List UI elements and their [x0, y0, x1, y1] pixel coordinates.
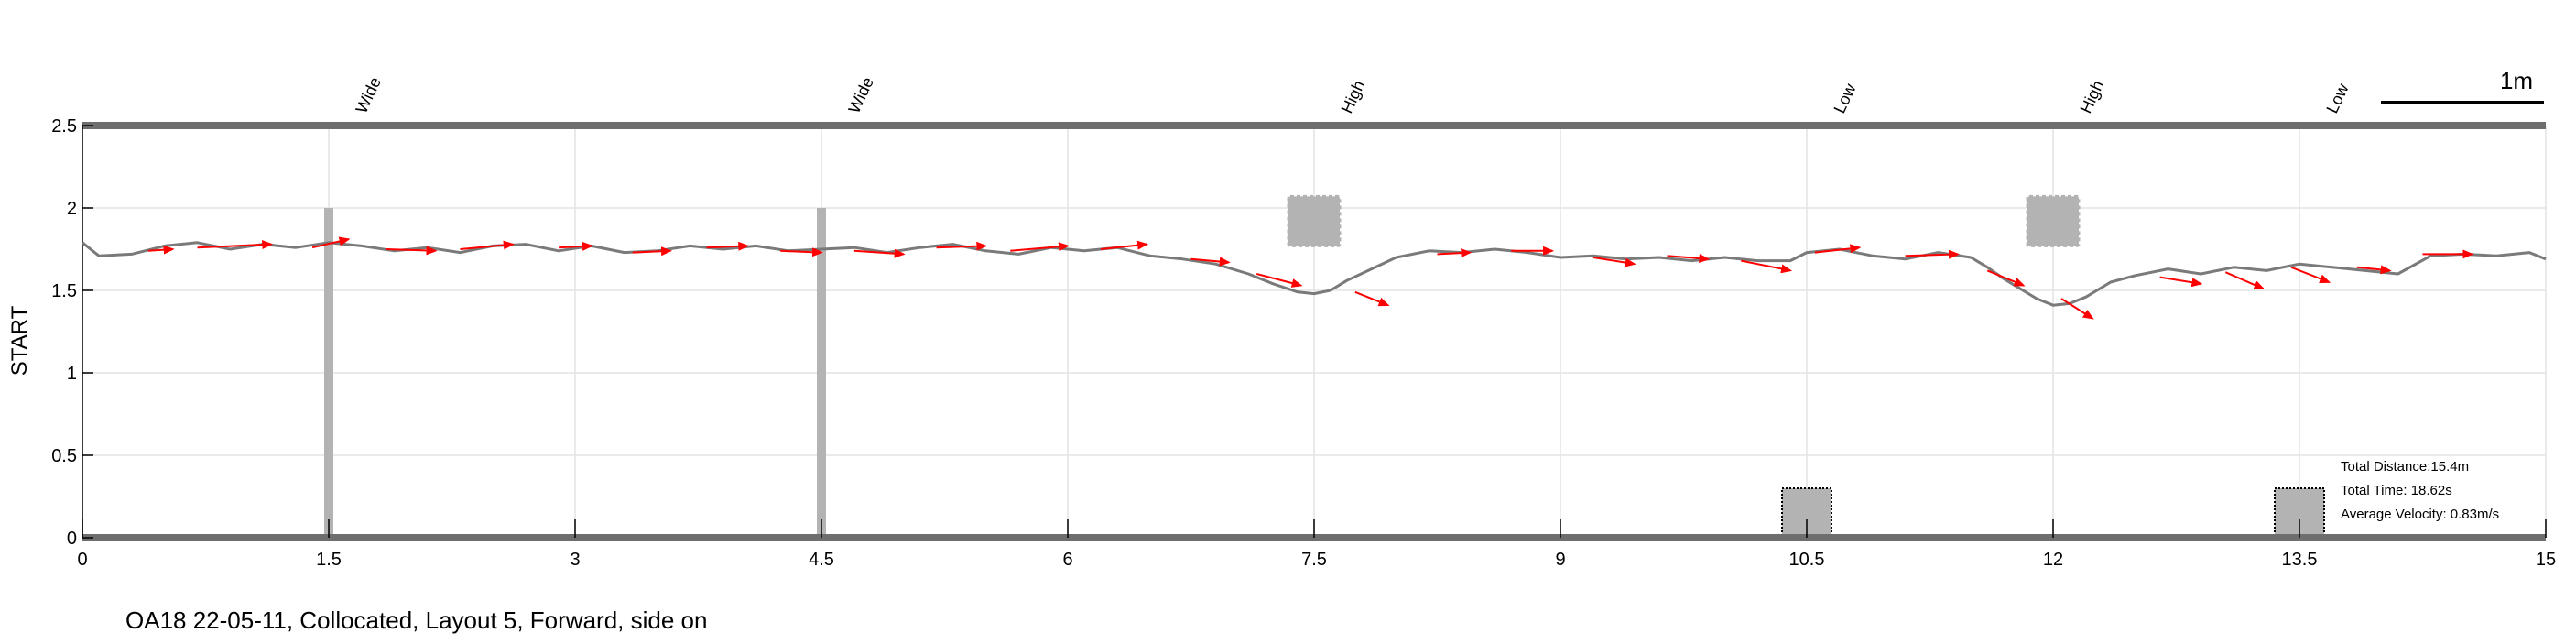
- x-tick-label: 13.5: [2282, 550, 2318, 570]
- velocity-arrow: [1190, 257, 1231, 267]
- low-obstacle: [2274, 487, 2325, 539]
- y-tick-label: 0: [67, 529, 77, 549]
- stat-total-distance: Total Distance:15.4m: [2341, 459, 2469, 475]
- x-tick-label: 4.5: [809, 550, 834, 570]
- x-tick-label: 15: [2536, 550, 2556, 570]
- velocity-arrow: [386, 246, 438, 256]
- x-tick-label: 12: [2043, 550, 2063, 570]
- velocity-arrow: [632, 246, 673, 257]
- velocity-arrow: [559, 241, 593, 251]
- obstacle-type-label: Low: [1830, 80, 1860, 115]
- velocity-arrow: [1667, 254, 1711, 263]
- x-tick-label: 9: [1555, 550, 1565, 570]
- y-axis-label: START: [7, 305, 32, 376]
- velocity-arrow: [1437, 248, 1473, 258]
- obstacle-type-label: High: [2076, 78, 2107, 116]
- velocity-arrow: [936, 241, 988, 251]
- obstacle-type-label: Wide: [352, 74, 384, 116]
- x-tick-label: 0: [77, 550, 87, 570]
- trajectory-line: [82, 241, 2547, 307]
- stat-total-time: Total Time: 18.62s: [2341, 483, 2452, 498]
- velocity-arrow: [1905, 249, 1960, 259]
- wide-obstacle: [324, 208, 333, 538]
- x-tick-label: 3: [570, 550, 580, 570]
- velocity-arrow: [1986, 269, 2026, 287]
- top-boundary-band: [82, 122, 2546, 129]
- velocity-arrow: [460, 240, 515, 250]
- velocity-arrow: [311, 236, 351, 249]
- velocity-arrow: [2159, 276, 2203, 288]
- velocity-arrow: [147, 245, 175, 255]
- y-tick-label: 2.5: [51, 116, 77, 136]
- high-obstacle: [1287, 194, 1342, 247]
- y-tick-label: 1: [67, 364, 77, 384]
- velocity-arrow: [197, 240, 274, 250]
- x-tick-label: 6: [1062, 550, 1072, 570]
- y-tick-label: 1.5: [51, 281, 77, 301]
- velocity-arrow: [2290, 266, 2331, 283]
- scale-bar-label: 1m: [2500, 67, 2533, 94]
- stats-box: Total Distance:15.4m Total Time: 18.62s …: [2341, 459, 2499, 522]
- scale-bar: 1m: [2381, 67, 2544, 104]
- y-tick-label: 0.5: [51, 446, 77, 466]
- velocity-arrow: [1592, 257, 1636, 267]
- stat-average-velocity: Average Velocity: 0.83m/s: [2341, 507, 2499, 522]
- obstacle-type-label: High: [1337, 78, 1368, 116]
- velocity-arrow: [1255, 273, 1303, 288]
- velocity-arrow: [780, 247, 823, 257]
- velocity-arrow: [1100, 240, 1149, 250]
- x-tick-label: 7.5: [1301, 550, 1327, 570]
- velocity-arrow: [1354, 290, 1390, 307]
- high-obstacle: [2026, 194, 2081, 247]
- x-tick-label: 10.5: [1789, 550, 1825, 570]
- velocity-arrow: [2060, 298, 2094, 320]
- velocity-arrow: [1814, 244, 1862, 254]
- velocity-arrow: [1741, 259, 1793, 274]
- obstacle-type-label: Wide: [844, 74, 876, 116]
- velocity-arrow: [853, 248, 906, 258]
- velocity-arrow: [706, 241, 750, 251]
- x-tick-label: 1.5: [316, 550, 342, 570]
- wide-obstacle: [817, 208, 826, 538]
- y-tick-label: 2: [67, 199, 77, 219]
- figure-caption: OA18 22-05-11, Collocated, Layout 5, For…: [125, 606, 708, 634]
- obstacle-type-label: Low: [2322, 80, 2353, 115]
- velocity-arrow: [1010, 242, 1070, 252]
- velocity-arrow: [2356, 265, 2392, 275]
- velocity-arrow: [2224, 271, 2266, 290]
